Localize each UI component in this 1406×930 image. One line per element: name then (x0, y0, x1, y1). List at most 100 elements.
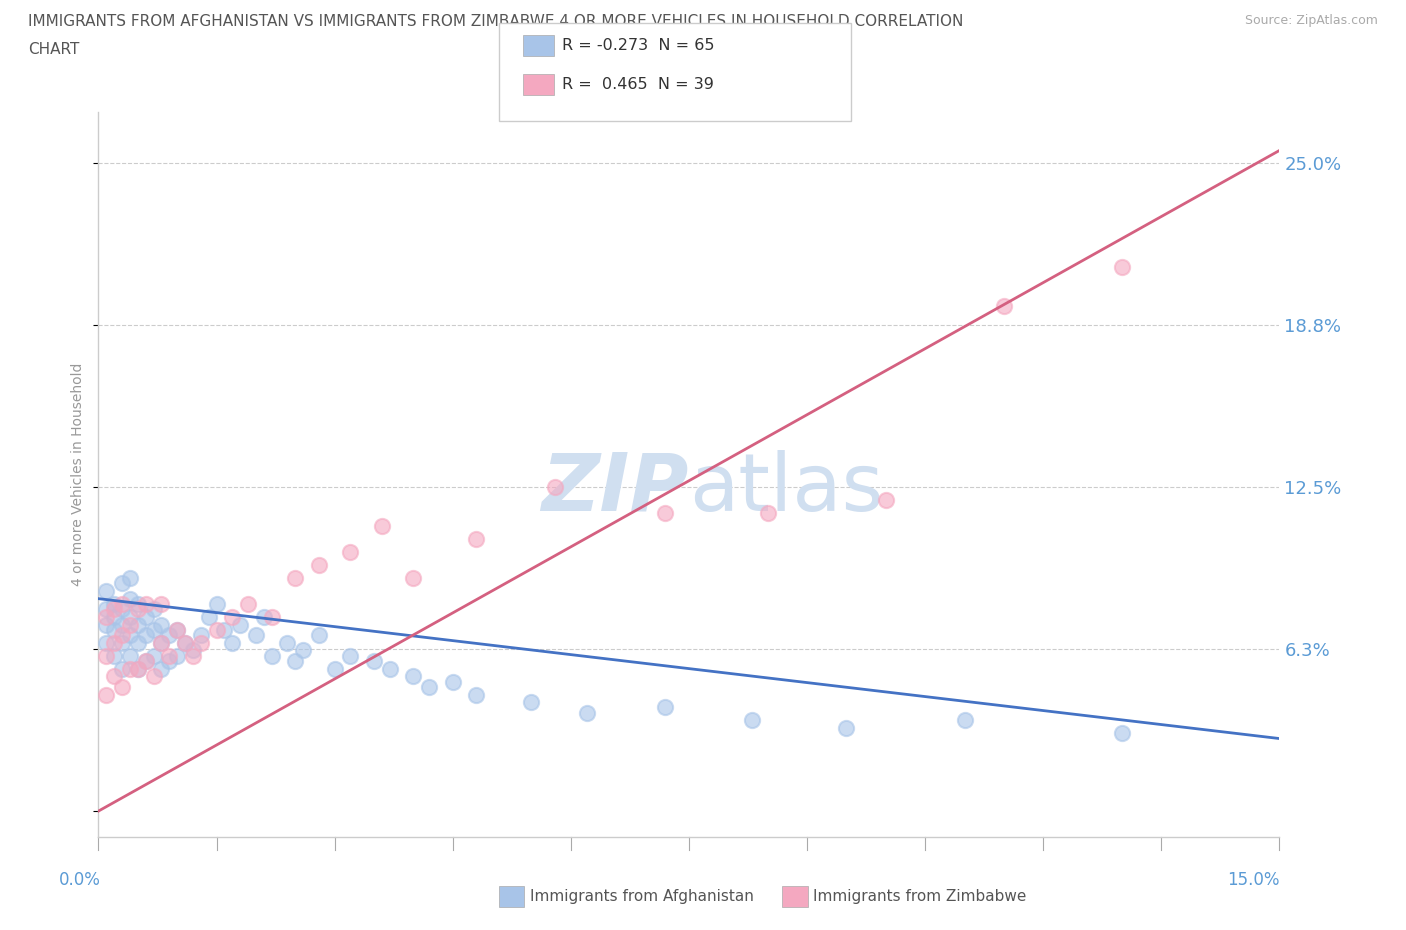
Point (245, 628, 267, 643)
Text: Immigrants from Zimbabwe: Immigrants from Zimbabwe (813, 889, 1026, 904)
Point (135, 628, 157, 643)
Point (875, 493, 897, 508)
Point (229, 618, 252, 632)
Point (118, 648, 141, 663)
Point (181, 643, 204, 658)
Point (402, 570, 425, 585)
Point (157, 654, 180, 669)
Point (142, 622, 165, 637)
Point (127, 661, 149, 676)
Text: Source: ZipAtlas.com: Source: ZipAtlas.com (1244, 14, 1378, 27)
Point (111, 576, 134, 591)
Point (756, 506, 779, 521)
Point (253, 609, 276, 624)
Point (111, 628, 134, 643)
Point (118, 628, 141, 643)
Point (96, 583, 118, 598)
Point (197, 609, 219, 624)
Point (418, 679, 440, 694)
Point (157, 648, 180, 663)
Text: IMMIGRANTS FROM AFGHANISTAN VS IMMIGRANTS FROM ZIMBABWE 4 OR MORE VEHICLES IN HO: IMMIGRANTS FROM AFGHANISTAN VS IMMIGRANT… (28, 14, 963, 29)
Point (127, 661, 149, 676)
Point (339, 545, 361, 560)
Point (166, 622, 188, 637)
Point (378, 661, 401, 676)
Point (308, 558, 330, 573)
Point (308, 628, 330, 643)
Point (111, 618, 134, 632)
Point (111, 635, 134, 650)
Point (150, 635, 173, 650)
Point (103, 602, 125, 617)
Point (741, 713, 763, 728)
Point (190, 628, 212, 643)
Point (96, 618, 118, 632)
Point (654, 506, 676, 521)
Point (103, 635, 125, 650)
Point (520, 695, 543, 710)
Point (205, 596, 228, 611)
Point (142, 669, 165, 684)
Point (190, 635, 212, 650)
Point (127, 596, 149, 611)
Point (236, 596, 259, 611)
Point (118, 661, 141, 676)
Point (465, 687, 488, 702)
Point (174, 635, 197, 650)
Point (135, 609, 157, 624)
Point (371, 519, 394, 534)
Point (441, 674, 464, 689)
Point (150, 618, 173, 632)
Point (174, 635, 197, 650)
Point (111, 661, 134, 676)
Point (96, 609, 118, 624)
Point (96, 602, 118, 617)
Point (654, 700, 676, 715)
Point (103, 622, 125, 637)
Point (150, 635, 173, 650)
Point (96, 687, 118, 702)
Point (127, 602, 149, 617)
Point (135, 654, 157, 669)
Point (103, 609, 125, 624)
Point (111, 679, 134, 694)
Point (127, 618, 149, 632)
Text: atlas: atlas (689, 450, 883, 528)
Point (284, 570, 307, 585)
Point (260, 609, 283, 624)
Point (465, 532, 488, 547)
Point (127, 635, 149, 650)
Point (993, 299, 1015, 313)
Text: 15.0%: 15.0% (1227, 870, 1279, 889)
Point (150, 661, 173, 676)
Point (323, 661, 346, 676)
Point (96, 635, 118, 650)
Point (221, 635, 243, 650)
Point (111, 596, 134, 611)
Point (142, 602, 165, 617)
Point (339, 648, 361, 663)
Point (111, 602, 134, 617)
Point (363, 654, 385, 669)
Text: R =  0.465  N = 39: R = 0.465 N = 39 (562, 77, 714, 92)
Point (276, 635, 298, 650)
Point (118, 570, 141, 585)
Text: Immigrants from Afghanistan: Immigrants from Afghanistan (530, 889, 754, 904)
Point (544, 480, 567, 495)
Point (835, 721, 858, 736)
Text: 0.0%: 0.0% (59, 870, 101, 889)
Point (402, 669, 425, 684)
Point (103, 648, 125, 663)
Point (96, 648, 118, 663)
Point (181, 648, 204, 663)
Point (953, 713, 976, 728)
Point (157, 628, 180, 643)
Point (150, 596, 173, 611)
Point (260, 648, 283, 663)
Point (118, 591, 141, 606)
Point (1111, 259, 1133, 274)
Point (221, 609, 243, 624)
Point (575, 705, 598, 720)
Point (142, 648, 165, 663)
Text: R = -0.273  N = 65: R = -0.273 N = 65 (562, 38, 714, 53)
